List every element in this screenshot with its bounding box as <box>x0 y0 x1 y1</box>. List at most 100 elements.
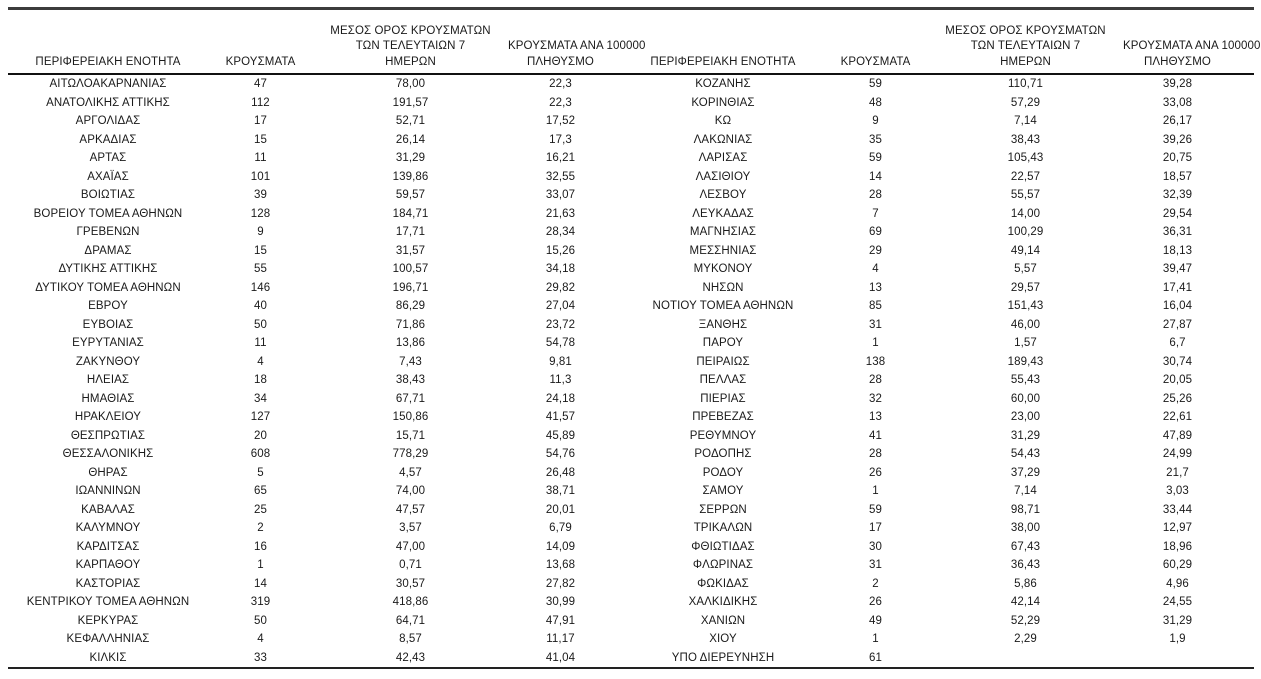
left-region-cell: ΚΑΡΠΑΘΟΥ <box>75 559 141 572</box>
right-region-cell: ΧΑΛΚΙΔΙΚΗΣ <box>688 596 758 609</box>
left-region-cell: ΕΒΡΟΥ <box>88 300 128 313</box>
right-avg7-cell: 5,57 <box>1014 263 1037 276</box>
table-header: ΠΕΡΙΦΕΡΕΙΑΚΗ ΕΝΟΤΗΤΑ ΚΡΟΥΣΜΑΤΑ ΜΕΣΟΣ ΟΡΟ… <box>8 8 1261 75</box>
right-per100k-cell: 39,28 <box>1162 78 1193 91</box>
left-per100k-cell: 33,07 <box>545 189 576 202</box>
table-row: ΔΥΤΙΚΟΥ ΤΟΜΕΑ ΑΘΗΝΩΝ 146 196,71 29,82 ΝΗΣΩΝ 1… <box>8 279 1254 298</box>
right-region-cell: ΧΑΝΙΩΝ <box>700 614 746 627</box>
table-row: ΑΡΤΑΣ 11 31,29 16,21 ΛΑΡΙΣΑΣ 59 105,43 20,75 <box>8 149 1254 168</box>
right-avg7-cell: 23,00 <box>1010 411 1041 424</box>
left-cases-cell: 55 <box>254 263 267 276</box>
left-avg7-cell: 139,86 <box>392 170 429 183</box>
left-avg7-cell: 30,57 <box>395 577 426 590</box>
right-avg7-cell: 22,57 <box>1010 170 1041 183</box>
left-region-cell: ΑΙΤΩΛΟΑΚΑΡΝΑΝΙΑΣ <box>49 78 167 91</box>
right-avg7-cell: 151,43 <box>1007 300 1044 313</box>
left-per100k-cell: 28,34 <box>545 226 576 239</box>
left-region-cell: ΘΕΣΣΑΛΟΝΙΚΗΣ <box>62 448 154 461</box>
right-avg7-cell: 14,00 <box>1010 207 1041 220</box>
right-cases-cell: 138 <box>865 355 886 368</box>
header-region-right: ΠΕΡΙΦΕΡΕΙΑΚΗ ΕΝΟΤΗΤΑ <box>623 8 823 75</box>
left-per100k-cell: 24,18 <box>545 392 576 405</box>
left-region-cell: ΖΑΚΥΝΘΟΥ <box>75 355 141 368</box>
right-cases-cell: 31 <box>869 559 882 572</box>
table-row: ΑΧΑΪΑΣ 101 139,86 32,55 ΛΑΣΙΘΙΟΥ 14 22,57 18,57 <box>8 168 1254 187</box>
left-cases-cell: 33 <box>254 651 267 664</box>
right-avg7-cell: 55,57 <box>1010 189 1041 202</box>
left-cases-cell: 16 <box>254 540 267 553</box>
table-row: ΚΑΡΠΑΘΟΥ 1 0,71 13,68 ΦΛΩΡΙΝΑΣ 31 36,43 60,29 <box>8 556 1254 575</box>
table-row: ΘΕΣΠΡΩΤΙΑΣ 20 15,71 45,89 ΡΕΘΥΜΝΟΥ 41 31,29 47,… <box>8 427 1254 446</box>
left-avg7-cell: 191,57 <box>392 96 429 109</box>
left-per100k-cell: 11,3 <box>549 374 572 387</box>
right-region-cell: ΧΙΟΥ <box>709 633 737 646</box>
right-cases-cell: 26 <box>869 596 882 609</box>
right-cases-cell: 30 <box>869 540 882 553</box>
right-avg7-cell: 60,00 <box>1010 392 1041 405</box>
left-per100k-cell: 6,79 <box>549 522 572 535</box>
header-per100k-right-line2: ΠΛΗΘΥΣΜΟ <box>1144 55 1211 68</box>
right-per100k-cell: 33,44 <box>1162 503 1193 516</box>
left-avg7-cell: 196,71 <box>392 281 429 294</box>
right-cases-cell: 7 <box>872 207 879 220</box>
right-per100k-cell: 20,05 <box>1162 374 1193 387</box>
left-region-cell: ΘΕΣΠΡΩΤΙΑΣ <box>70 429 146 442</box>
left-per100k-cell: 27,82 <box>545 577 576 590</box>
left-cases-cell: 50 <box>254 614 267 627</box>
left-region-cell: ΑΡΓΟΛΙΔΑΣ <box>75 115 141 128</box>
header-avg7-right-line3: ΗΜΕΡΩΝ <box>1000 55 1051 68</box>
table-row: ΚΙΛΚΙΣ 33 42,43 41,04 ΥΠΟ ΔΙΕΡΕΥΝΗΣΗ 61 <box>8 649 1254 669</box>
left-avg7-cell: 52,71 <box>395 115 426 128</box>
right-per100k-cell: 6,7 <box>1169 337 1186 350</box>
right-cases-cell: 59 <box>869 78 882 91</box>
left-region-cell: ΚΑΡΔΙΤΣΑΣ <box>76 540 140 553</box>
right-cases-cell: 48 <box>869 96 882 109</box>
table-body: ΑΙΤΩΛΟΑΚΑΡΝΑΝΙΑΣ 47 78,00 22,3 ΚΟΖΑΝΗΣ 59 110,… <box>8 74 1254 668</box>
right-per100k-cell: 24,55 <box>1162 596 1193 609</box>
left-per100k-cell: 15,26 <box>545 244 576 257</box>
header-avg7-left-line2: ΤΩΝ ΤΕΛΕΥΤΑΙΩΝ 7 <box>355 40 466 52</box>
right-avg7-cell: 105,43 <box>1007 152 1044 165</box>
left-per100k-cell: 38,71 <box>545 485 576 498</box>
left-region-cell: ΗΡΑΚΛΕΙΟΥ <box>74 411 142 424</box>
right-per100k-cell: 47,89 <box>1162 429 1193 442</box>
header-cases-left: ΚΡΟΥΣΜΑΤΑ <box>208 8 313 75</box>
header-row: ΠΕΡΙΦΕΡΕΙΑΚΗ ΕΝΟΤΗΤΑ ΚΡΟΥΣΜΑΤΑ ΜΕΣΟΣ ΟΡΟ… <box>8 8 1261 75</box>
table-row: ΑΝΑΤΟΛΙΚΗΣ ΑΤΤΙΚΗΣ 112 191,57 22,3 ΚΟΡΙΝΘΙΑΣ… <box>8 94 1254 113</box>
left-cases-cell: 34 <box>254 392 267 405</box>
left-region-cell: ΗΜΑΘΙΑΣ <box>81 392 135 405</box>
right-cases-cell: 41 <box>869 429 882 442</box>
left-region-cell: ΘΗΡΑΣ <box>88 466 128 479</box>
right-avg7-cell <box>928 649 1123 669</box>
left-per100k-cell: 17,52 <box>545 115 576 128</box>
table-row: ΚΑΣΤΟΡΙΑΣ 14 30,57 27,82 ΦΩΚΙΔΑΣ 2 5,86 4,96 <box>8 575 1254 594</box>
left-avg7-cell: 64,71 <box>395 614 426 627</box>
right-per100k-cell: 4,96 <box>1166 577 1189 590</box>
table-row: ΓΡΕΒΕΝΩΝ 9 17,71 28,34 ΜΑΓΝΗΣΙΑΣ 69 100,29 36,3… <box>8 223 1254 242</box>
right-region-cell: ΠΕΛΛΑΣ <box>699 374 747 387</box>
right-avg7-cell: 49,14 <box>1010 244 1041 257</box>
table-row: ΗΜΑΘΙΑΣ 34 67,71 24,18 ΠΙΕΡΙΑΣ 32 60,00 25,26 <box>8 390 1254 409</box>
header-per100k-right-line1: ΚΡΟΥΣΜΑΤΑ ΑΝΑ 100000 <box>1123 40 1261 52</box>
right-cases-cell: 1 <box>872 337 879 350</box>
left-cases-cell: 128 <box>250 207 271 220</box>
left-per100k-cell: 47,91 <box>545 614 576 627</box>
right-cases-cell: 13 <box>869 411 882 424</box>
left-cases-cell: 1 <box>257 559 264 572</box>
right-avg7-cell: 57,29 <box>1010 96 1041 109</box>
left-avg7-cell: 47,00 <box>395 540 426 553</box>
right-region-cell: ΞΑΝΘΗΣ <box>698 318 748 331</box>
right-region-cell: ΥΠΟ ΔΙΕΡΕΥΝΗΣΗ <box>671 651 775 664</box>
left-cases-cell: 4 <box>257 633 264 646</box>
header-cases-right: ΚΡΟΥΣΜΑΤΑ <box>823 8 928 75</box>
right-per100k-cell: 36,31 <box>1162 226 1193 239</box>
table-row: ΑΙΤΩΛΟΑΚΑΡΝΑΝΙΑΣ 47 78,00 22,3 ΚΟΖΑΝΗΣ 59 110,… <box>8 74 1254 94</box>
left-per100k-cell: 54,78 <box>545 337 576 350</box>
left-per100k-cell: 13,68 <box>545 559 576 572</box>
left-avg7-cell: 184,71 <box>392 207 429 220</box>
table-row: ΔΥΤΙΚΗΣ ΑΤΤΙΚΗΣ 55 100,57 34,18 ΜΥΚΟΝΟΥ 4 5,57… <box>8 260 1254 279</box>
right-cases-cell: 59 <box>869 152 882 165</box>
left-per100k-cell: 34,18 <box>545 263 576 276</box>
right-avg7-cell: 36,43 <box>1010 559 1041 572</box>
